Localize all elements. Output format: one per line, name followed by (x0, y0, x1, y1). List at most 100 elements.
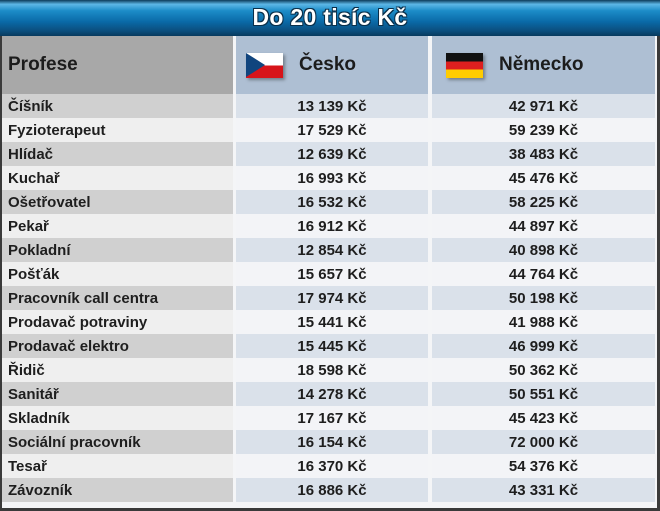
table-header-row: Profese Česko Německo (2, 36, 655, 94)
profession-cell-text: Tesař (8, 457, 47, 475)
profession-cell: Závozník (2, 478, 233, 502)
profession-cell-text: Prodavač potraviny (8, 313, 148, 331)
germany-salary-cell-text: 72 000 Kč (508, 433, 579, 451)
germany-salary-cell-text: 41 988 Kč (508, 313, 579, 331)
germany-salary-cell-text: 45 476 Kč (508, 169, 579, 187)
czech-salary-cell-text: 16 912 Kč (297, 217, 367, 235)
germany-salary-cell-text: 50 551 Kč (508, 385, 579, 403)
czech-salary-cell: 12 639 Kč (236, 142, 428, 166)
germany-salary-cell-text: 43 331 Kč (508, 481, 579, 499)
table-row: Fyzioterapeut 17 529 Kč 59 239 Kč (2, 118, 655, 142)
czech-salary-cell: 15 657 Kč (236, 262, 428, 286)
profession-cell: Ošetřovatel (2, 190, 233, 214)
germany-salary-cell: 46 999 Kč (432, 334, 655, 358)
header-germany: Německo (432, 36, 655, 94)
german-flag-icon (446, 52, 483, 78)
czech-salary-cell: 17 167 Kč (236, 406, 428, 430)
table-row: Kuchař 16 993 Kč 45 476 Kč (2, 166, 655, 190)
czech-salary-cell-text: 14 278 Kč (297, 385, 367, 403)
germany-salary-cell: 50 198 Kč (432, 286, 655, 310)
czech-salary-cell: 15 441 Kč (236, 310, 428, 334)
profession-cell-text: Řidič (8, 361, 45, 379)
czech-salary-cell-text: 18 598 Kč (297, 361, 367, 379)
germany-salary-cell: 58 225 Kč (432, 190, 655, 214)
profession-cell: Prodavač potraviny (2, 310, 233, 334)
profession-cell: Skladník (2, 406, 233, 430)
header-czech: Česko (236, 36, 428, 94)
czech-salary-cell: 15 445 Kč (236, 334, 428, 358)
profession-cell: Pekař (2, 214, 233, 238)
germany-salary-cell-text: 59 239 Kč (508, 121, 579, 139)
table-row: Pracovník call centra 17 974 Kč 50 198 Kč (2, 286, 655, 310)
czech-salary-cell-text: 12 639 Kč (297, 145, 367, 163)
czech-salary-cell-text: 17 529 Kč (297, 121, 367, 139)
title-bar: Do 20 tisíc Kč (0, 0, 660, 36)
profession-cell-text: Pracovník call centra (8, 289, 159, 307)
czech-salary-cell: 16 532 Kč (236, 190, 428, 214)
czech-salary-cell: 17 974 Kč (236, 286, 428, 310)
profession-cell-text: Hlídač (8, 145, 54, 163)
germany-salary-cell-text: 50 362 Kč (508, 361, 579, 379)
profession-cell-text: Číšník (8, 97, 54, 115)
czech-salary-cell-text: 17 974 Kč (297, 289, 367, 307)
germany-salary-cell: 54 376 Kč (432, 454, 655, 478)
germany-salary-cell-text: 44 897 Kč (508, 217, 579, 235)
czech-salary-cell: 16 886 Kč (236, 478, 428, 502)
czech-salary-cell-text: 15 441 Kč (297, 313, 367, 331)
germany-salary-cell: 38 483 Kč (432, 142, 655, 166)
table-row: Závozník 16 886 Kč 43 331 Kč (2, 478, 655, 502)
profession-cell: Pokladní (2, 238, 233, 262)
czech-salary-cell-text: 16 993 Kč (297, 169, 367, 187)
germany-salary-cell-text: 50 198 Kč (508, 289, 579, 307)
header-germany-label: Německo (499, 54, 584, 75)
germany-salary-cell-text: 58 225 Kč (508, 193, 579, 211)
czech-salary-cell: 16 154 Kč (236, 430, 428, 454)
czech-salary-cell-text: 16 154 Kč (297, 433, 367, 451)
germany-salary-cell: 45 423 Kč (432, 406, 655, 430)
germany-salary-cell-text: 42 971 Kč (508, 97, 579, 115)
czech-salary-cell-text: 15 657 Kč (297, 265, 367, 283)
profession-cell: Hlídač (2, 142, 233, 166)
table-row: Číšník 13 139 Kč 42 971 Kč (2, 94, 655, 118)
table-row: Sanitář 14 278 Kč 50 551 Kč (2, 382, 655, 406)
germany-salary-cell-text: 44 764 Kč (508, 265, 579, 283)
profession-cell: Řidič (2, 358, 233, 382)
table-title: Do 20 tisíc Kč (252, 4, 408, 30)
czech-salary-cell: 14 278 Kč (236, 382, 428, 406)
table-row: Ošetřovatel 16 532 Kč 58 225 Kč (2, 190, 655, 214)
germany-salary-cell-text: 40 898 Kč (508, 241, 579, 259)
table-row: Sociální pracovník 16 154 Kč 72 000 Kč (2, 430, 655, 454)
profession-cell-text: Sanitář (8, 385, 59, 403)
profession-cell: Kuchař (2, 166, 233, 190)
germany-salary-cell-text: 46 999 Kč (508, 337, 579, 355)
czech-salary-cell-text: 16 532 Kč (297, 193, 367, 211)
czech-salary-cell: 16 912 Kč (236, 214, 428, 238)
germany-salary-cell: 59 239 Kč (432, 118, 655, 142)
profession-cell-text: Prodavač elektro (8, 337, 129, 355)
profession-cell: Sanitář (2, 382, 233, 406)
czech-salary-cell-text: 12 854 Kč (297, 241, 367, 259)
header-profession: Profese (2, 36, 233, 94)
germany-salary-cell: 50 551 Kč (432, 382, 655, 406)
salary-comparison-table: Profese Česko Německo Číšník 13 139 Kč 42 … (2, 36, 655, 502)
profession-cell-text: Kuchař (8, 169, 60, 187)
profession-cell-text: Ošetřovatel (8, 193, 91, 211)
profession-cell: Tesař (2, 454, 233, 478)
table-row: Prodavač elektro 15 445 Kč 46 999 Kč (2, 334, 655, 358)
profession-cell: Prodavač elektro (2, 334, 233, 358)
germany-salary-cell-text: 45 423 Kč (508, 409, 579, 427)
czech-salary-cell: 17 529 Kč (236, 118, 428, 142)
table-body: Číšník 13 139 Kč 42 971 Kč Fyzioterapeut 17 … (2, 94, 655, 502)
profession-cell-text: Závozník (8, 481, 73, 499)
germany-salary-cell: 44 764 Kč (432, 262, 655, 286)
profession-cell: Sociální pracovník (2, 430, 233, 454)
profession-cell-text: Sociální pracovník (8, 433, 141, 451)
table-row: Tesař 16 370 Kč 54 376 Kč (2, 454, 655, 478)
profession-cell-text: Pekař (8, 217, 49, 235)
czech-salary-cell: 18 598 Kč (236, 358, 428, 382)
profession-cell-text: Skladník (8, 409, 70, 427)
czech-salary-cell: 12 854 Kč (236, 238, 428, 262)
header-profession-label: Profese (8, 54, 78, 75)
table-row: Prodavač potraviny 15 441 Kč 41 988 Kč (2, 310, 655, 334)
table-row: Skladník 17 167 Kč 45 423 Kč (2, 406, 655, 430)
